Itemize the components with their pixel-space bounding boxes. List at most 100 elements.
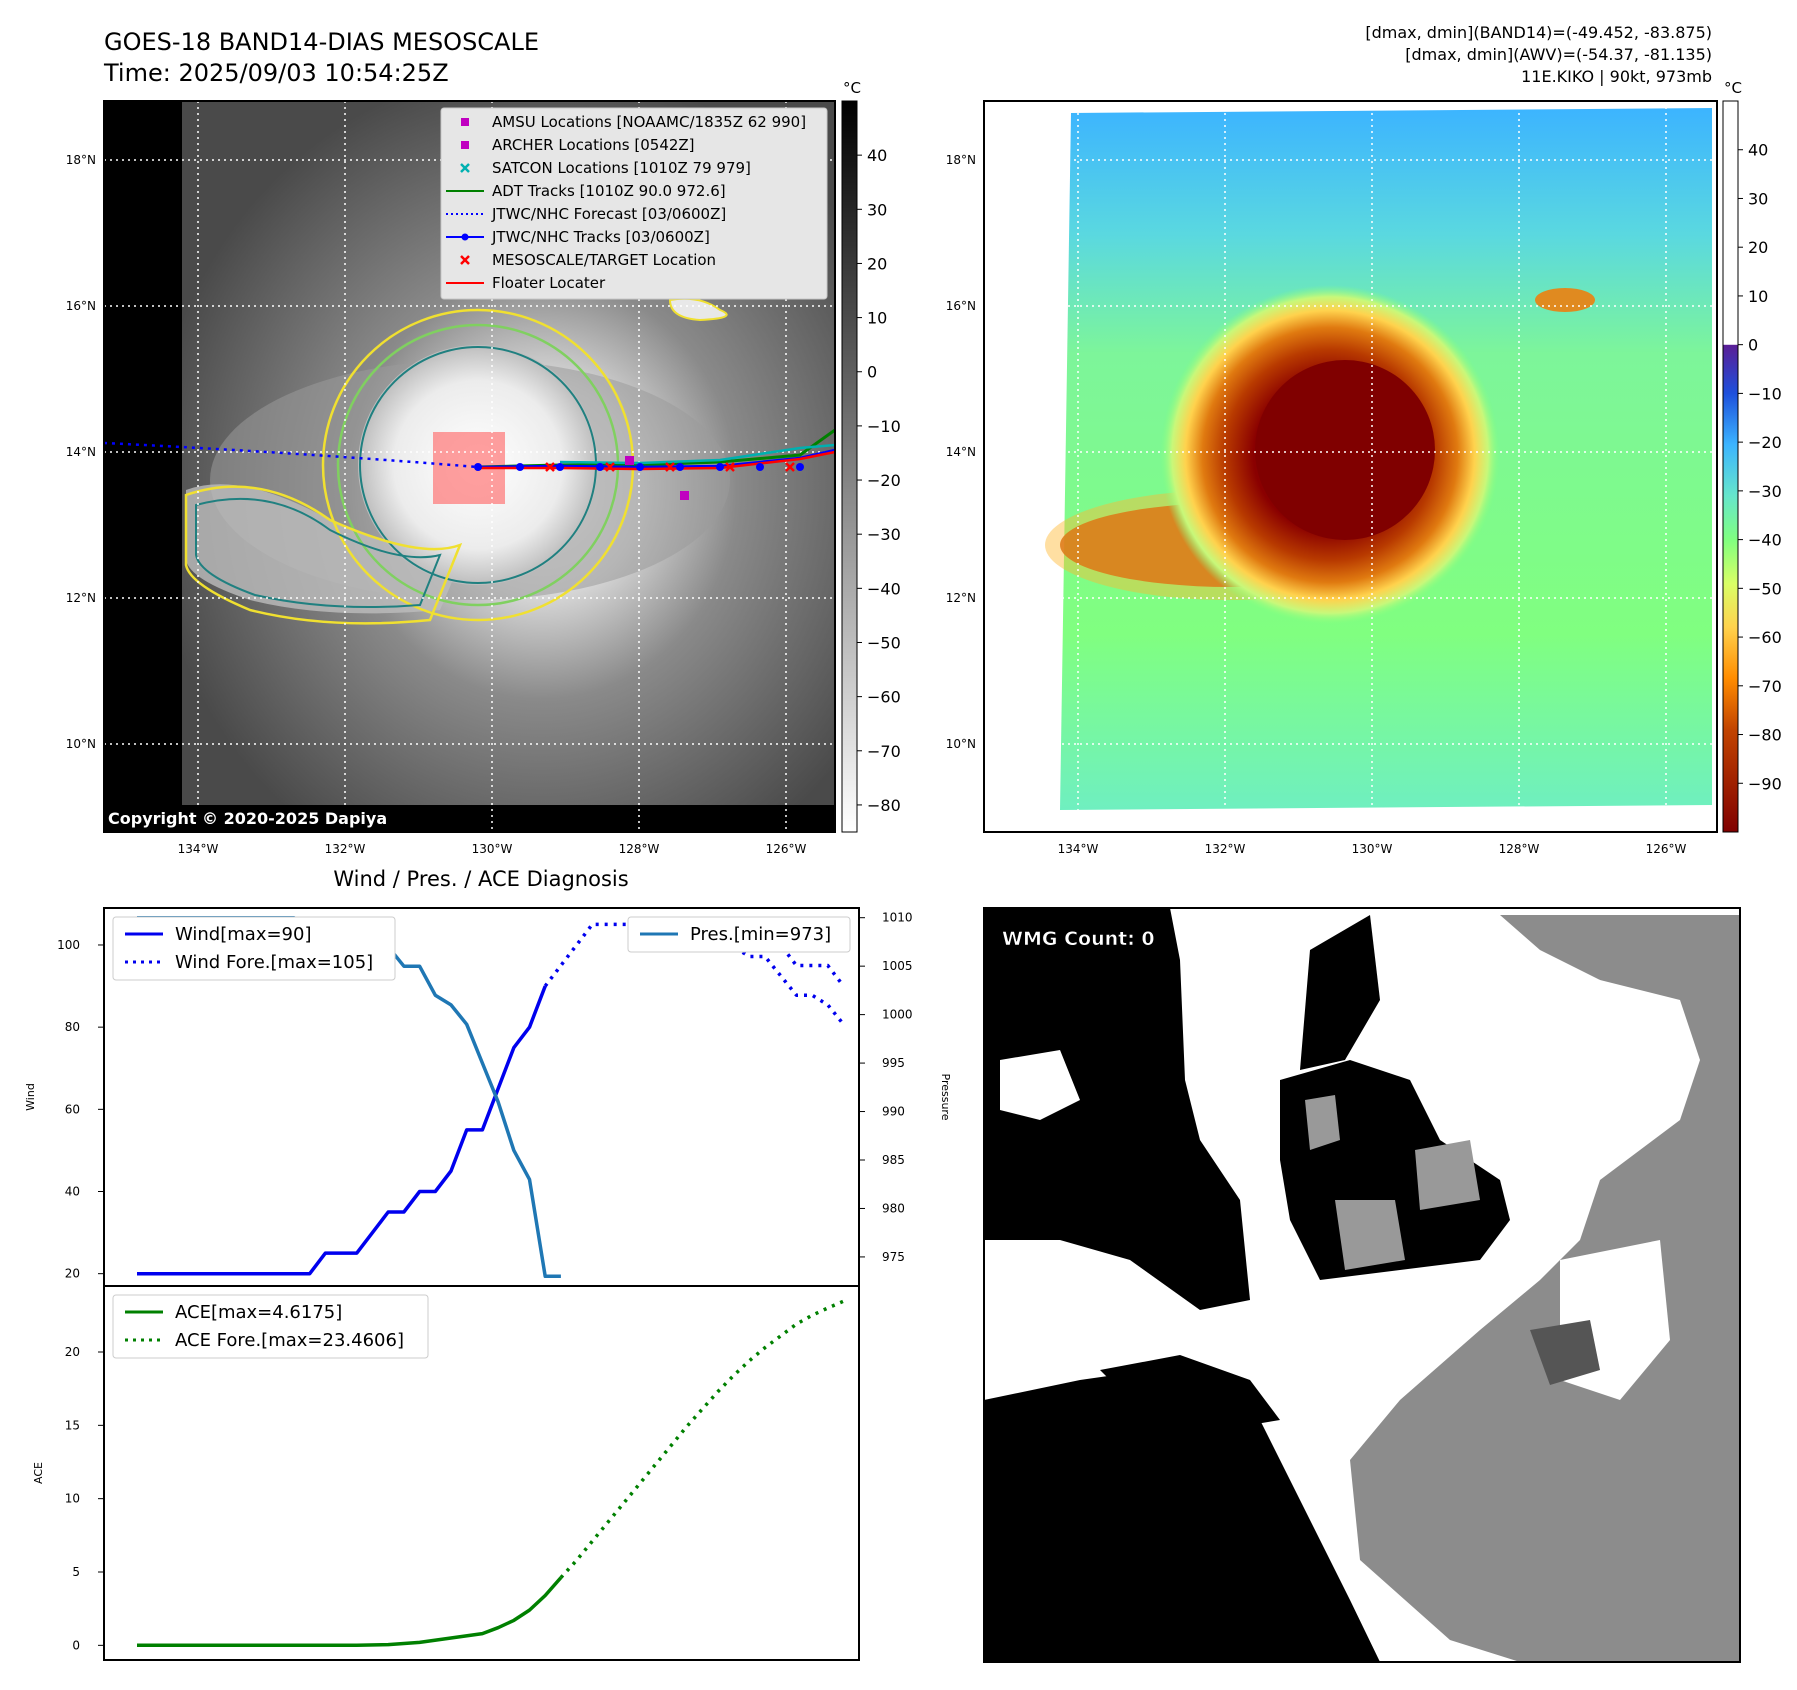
wmg-gray-center-2 <box>1415 1140 1480 1210</box>
legend-item: MESOSCALE/TARGET Location <box>460 251 716 269</box>
legend-label: MESOSCALE/TARGET Location <box>492 251 716 269</box>
colorbar-tick-label: −80 <box>867 796 901 815</box>
target-x-stroke <box>665 462 675 472</box>
enhanced-colorbar: °C 40 30 20 10 0 −10 −20 −30 −40 −50 −60 −70 −80 −90 <box>1722 79 1782 833</box>
target-x-stroke <box>605 462 615 472</box>
lon-label: 126°W <box>766 842 807 856</box>
lat-label: 14°N <box>946 445 976 459</box>
jtwc-track-point <box>636 463 644 471</box>
enhanced-map-frame <box>983 100 1718 833</box>
colorbar-tick-label: −80 <box>1748 726 1782 745</box>
forecast-track-line <box>103 441 479 469</box>
series-line <box>700 916 845 1026</box>
colorbar-tick-label: −20 <box>1748 433 1782 452</box>
legend-item: Floater Locater <box>446 274 606 292</box>
lat-label: 16°N <box>66 299 96 313</box>
lat-label: 16°N <box>946 299 976 313</box>
wmg-black-center-ext <box>1300 915 1380 1070</box>
jtwc-track-point <box>516 463 524 471</box>
pressure-legend: Pres.[min=973] <box>627 916 851 953</box>
colorbar-tick-label: −40 <box>867 579 901 598</box>
legend-label: Floater Locater <box>492 274 606 292</box>
enhanced-storm-core <box>1255 360 1435 540</box>
wind-legend: Wind[max=90] Wind Fore.[max=105] <box>112 916 396 981</box>
ir-map-panel: 134°W 132°W 130°W 128°W 126°W 18°N 16°N 14°N 12°… <box>66 100 836 856</box>
wmg-black-west-hole <box>1000 1050 1080 1120</box>
contour-band-teal <box>195 497 442 609</box>
wmg-black-center <box>1280 1060 1510 1280</box>
lon-label: 132°W <box>325 842 366 856</box>
wind-left-ticks: 100 80 60 40 20 <box>57 938 104 1281</box>
copyright-text: Copyright © 2020-2025 Dapiya <box>108 809 387 828</box>
ace-legend-label: ACE[max=4.6175] <box>175 1302 342 1323</box>
wind-panel: Wind / Pres. / ACE Diagnosis Wind Pressu… <box>24 867 952 1287</box>
wind-fore-legend-label: Wind Fore.[max=105] <box>175 952 373 973</box>
figure-title: GOES-18 BAND14-DIAS MESOSCALE <box>104 28 539 56</box>
lon-label: 128°W <box>619 842 660 856</box>
ace-ylabel: ACE <box>32 1462 45 1484</box>
lon-label: 130°W <box>1352 842 1393 856</box>
wmg-darkgray-core <box>1530 1320 1600 1385</box>
axis-tick-label: 80 <box>65 1020 80 1034</box>
lat-label: 10°N <box>946 737 976 751</box>
wmg-gray-east <box>1350 915 1740 1662</box>
legend-item: ARCHER Locations [0542Z] <box>461 136 695 154</box>
lon-label: 128°W <box>1499 842 1540 856</box>
axis-tick-label: 100 <box>57 938 80 952</box>
jtwc-track-point <box>756 463 764 471</box>
wind-legend-label: Wind[max=90] <box>175 924 312 945</box>
legend-item: AMSU Locations [NOAAMC/1835Z 62 990] <box>461 113 806 131</box>
series-line <box>137 985 547 1276</box>
colorbar-tick-label: −40 <box>1748 531 1782 550</box>
wind-ylabel: Wind <box>24 1083 37 1111</box>
wmg-gray-center-3 <box>1305 1095 1340 1150</box>
legend-item: JTWC/NHC Forecast [03/0600Z] <box>446 205 726 223</box>
colorbar-tick-label: −70 <box>867 742 901 761</box>
gray-colorbar-ticks: 40 30 20 10 0 −10 −20 −30 −40 −50 −60 −70 −80 <box>857 146 901 815</box>
axis-tick-label: 20 <box>65 1345 80 1359</box>
colorbar-tick-label: 20 <box>1748 238 1768 257</box>
lat-label: 18°N <box>66 153 96 167</box>
colorbar-tick-label: 40 <box>867 146 887 165</box>
colorbar-tick-label: 40 <box>1748 141 1768 160</box>
colorbar-tick-label: 20 <box>867 254 887 273</box>
axis-tick-label: 995 <box>882 1056 905 1070</box>
gray-colorbar-unit: °C <box>843 79 861 97</box>
legend-square-icon <box>461 118 469 126</box>
lon-label: 134°W <box>178 842 219 856</box>
ace-legend: ACE[max=4.6175] ACE Fore.[max=23.4606] <box>112 1294 429 1359</box>
colorbar-tick-label: −50 <box>1748 579 1782 598</box>
ace-ticks: 20 15 10 5 0 <box>65 1345 104 1652</box>
jtwc-track-point <box>676 463 684 471</box>
lat-label: 14°N <box>66 445 96 459</box>
mesoscale-target-marker <box>665 462 675 472</box>
colorbar-tick-label: 10 <box>867 309 887 328</box>
enhanced-colorbar-ticks: 40 30 20 10 0 −10 −20 −30 −40 −50 −60 −70 −80 −90 <box>1738 141 1782 793</box>
jtwc-track-point <box>796 463 804 471</box>
wmg-black-southwest <box>984 1370 1380 1662</box>
colorbar-tick-label: −50 <box>867 633 901 652</box>
mesoscale-target-marker <box>785 462 795 472</box>
legend-label: JTWC/NHC Forecast [03/0600Z] <box>491 205 726 223</box>
ace-series <box>137 1299 845 1648</box>
wmg-count-label: WMG Count: 0 <box>1002 928 1155 950</box>
wmg-black-southwest-mid <box>1100 1355 1280 1430</box>
wmg-gray-center-1 <box>1335 1200 1405 1270</box>
colorbar-tick-label: 10 <box>1748 287 1768 306</box>
enhanced-ne-blob <box>1535 288 1595 312</box>
colorbar-tick-label: −30 <box>867 525 901 544</box>
archer-marker <box>680 491 689 500</box>
colorbar-tick-label: −60 <box>867 688 901 707</box>
axis-tick-label: 40 <box>65 1185 80 1199</box>
lat-label: 18°N <box>946 153 976 167</box>
wmg-white-east-gap <box>1520 960 1640 1060</box>
enhanced-grid: 134°W 132°W 130°W 128°W 126°W 18°N 16°N 14°N 12°… <box>946 101 1715 856</box>
mesoscale-target-marker <box>725 462 735 472</box>
colorbar-tick-label: −10 <box>1748 384 1782 403</box>
axis-tick-label: 5 <box>72 1565 80 1579</box>
lat-label: 12°N <box>66 591 96 605</box>
gray-colorbar-fill <box>841 100 858 833</box>
ir-map-frame <box>103 100 836 833</box>
contour-northeast-blob <box>668 297 728 322</box>
ace-fore-legend-label: ACE Fore.[max=23.4606] <box>175 1330 404 1351</box>
